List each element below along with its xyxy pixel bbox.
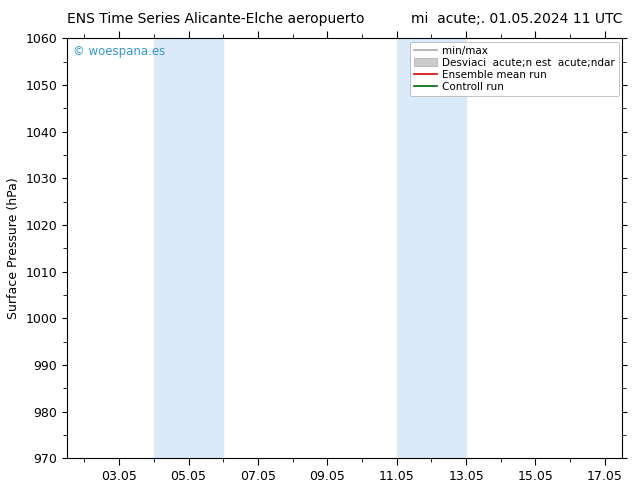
Text: ENS Time Series Alicante-Elche aeropuerto: ENS Time Series Alicante-Elche aeropuert…	[67, 12, 365, 26]
Text: © woespana.es: © woespana.es	[73, 45, 165, 58]
Text: mi  acute;. 01.05.2024 11 UTC: mi acute;. 01.05.2024 11 UTC	[411, 12, 622, 26]
Legend: min/max, Desviaci  acute;n est  acute;ndar, Ensemble mean run, Controll run: min/max, Desviaci acute;n est acute;ndar…	[410, 42, 619, 96]
Bar	[397, 38, 466, 458]
Bar	[154, 38, 223, 458]
Y-axis label: Surface Pressure (hPa): Surface Pressure (hPa)	[7, 177, 20, 319]
